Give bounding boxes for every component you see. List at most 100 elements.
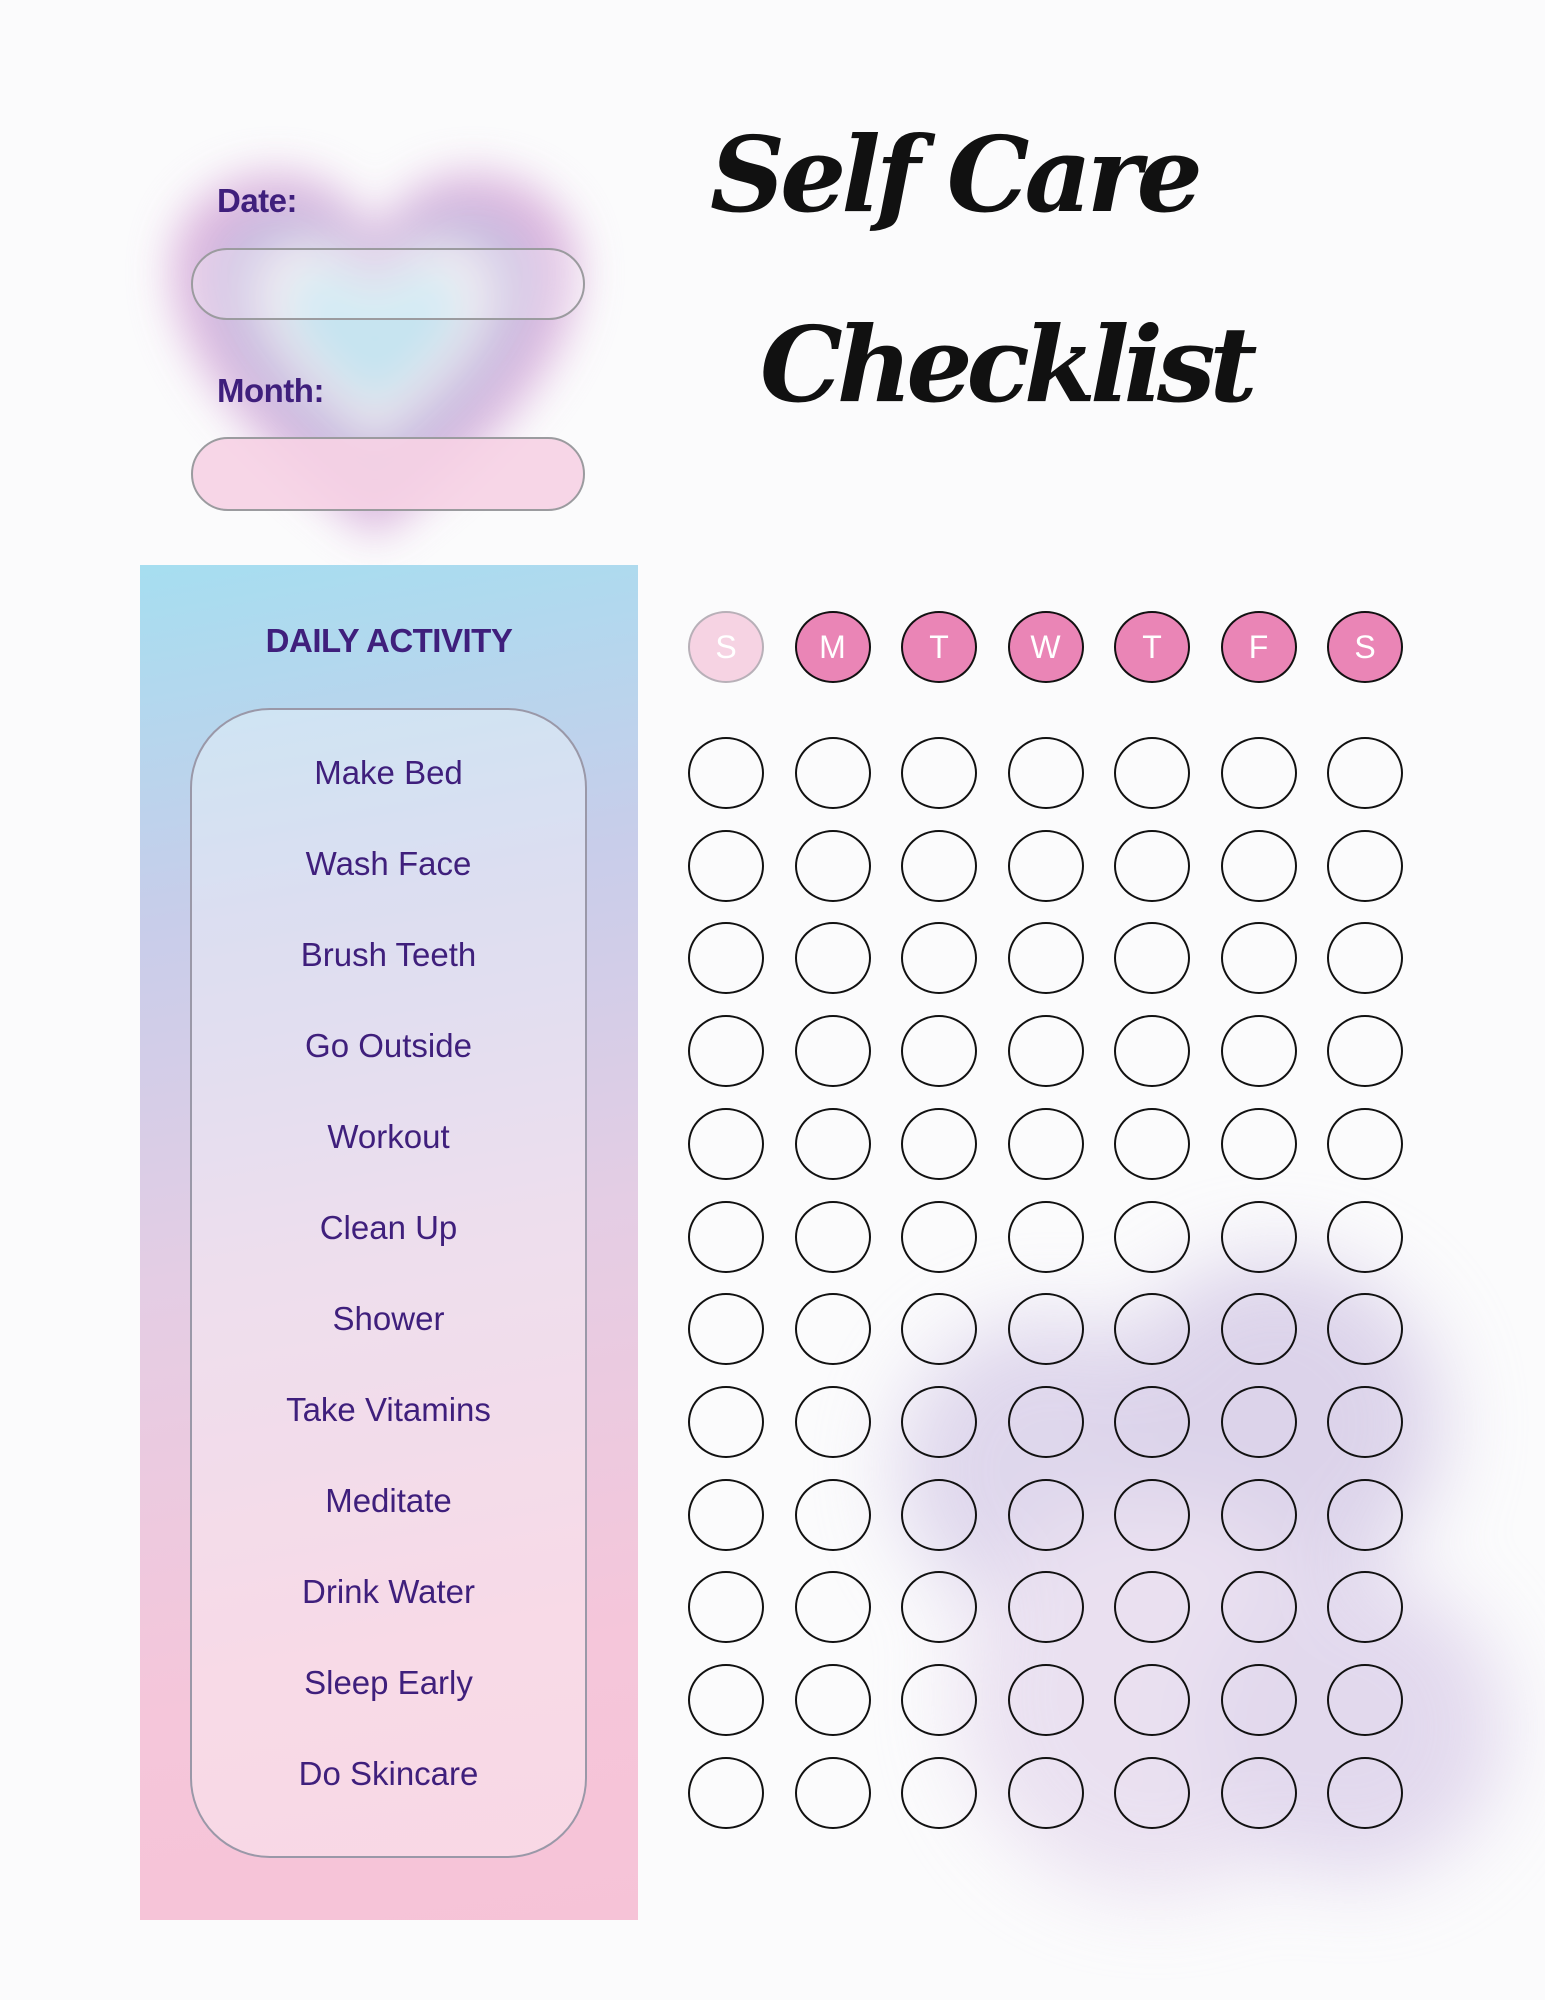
activity-item: Clean Up: [319, 1209, 458, 1246]
check-circle[interactable]: [1114, 1756, 1190, 1829]
activity-item: Wash Face: [305, 845, 472, 882]
check-circle[interactable]: [1114, 1200, 1190, 1273]
check-circle[interactable]: [901, 1664, 977, 1736]
month-label: Month:: [217, 372, 324, 409]
check-circle[interactable]: [794, 1385, 871, 1458]
date-input[interactable]: [191, 248, 585, 320]
title-line-1: Self Care: [710, 113, 1203, 236]
activity-item: Make Bed: [314, 754, 463, 791]
check-circle[interactable]: [688, 1293, 764, 1366]
check-circle[interactable]: [1220, 1664, 1297, 1736]
check-circle[interactable]: [1007, 1571, 1084, 1644]
check-circle[interactable]: [1327, 922, 1403, 995]
title-line-2: Checklist: [760, 303, 1258, 426]
page-title: Self Care Checklist: [700, 70, 1360, 510]
check-circle[interactable]: [1007, 737, 1084, 809]
check-circle[interactable]: [688, 1571, 764, 1644]
check-circle[interactable]: [901, 922, 977, 995]
check-circle[interactable]: [901, 1571, 977, 1644]
check-circle[interactable]: [901, 1200, 977, 1273]
check-circle[interactable]: [794, 1200, 871, 1273]
check-circle[interactable]: [688, 1385, 764, 1458]
check-circle[interactable]: [1220, 1756, 1297, 1829]
day-header: S: [688, 611, 764, 683]
check-circle[interactable]: [1220, 1478, 1297, 1551]
check-circle[interactable]: [1327, 1664, 1403, 1736]
day-header: M: [794, 611, 871, 683]
check-circle[interactable]: [1327, 737, 1403, 809]
check-circle[interactable]: [901, 1015, 977, 1088]
check-circle[interactable]: [1220, 922, 1297, 995]
check-circle[interactable]: [1114, 1107, 1190, 1180]
check-circle[interactable]: [901, 1756, 977, 1829]
check-circle[interactable]: [794, 1756, 871, 1829]
day-header: S: [1327, 611, 1403, 683]
cloud-decoration: [896, 1256, 1505, 1895]
check-circle[interactable]: [1114, 1478, 1190, 1551]
check-circle[interactable]: [688, 1107, 764, 1180]
check-circle[interactable]: [901, 1107, 977, 1180]
check-circle[interactable]: [1220, 1385, 1297, 1458]
check-circle[interactable]: [901, 737, 977, 809]
check-circle[interactable]: [1220, 737, 1297, 809]
check-circle[interactable]: [1114, 922, 1190, 995]
check-circle[interactable]: [794, 1664, 871, 1736]
check-circle[interactable]: [1007, 1385, 1084, 1458]
check-circle[interactable]: [1327, 1756, 1403, 1829]
check-circle[interactable]: [1007, 829, 1084, 902]
check-circle[interactable]: [1327, 1293, 1403, 1366]
check-circle[interactable]: [1327, 1200, 1403, 1273]
check-circle[interactable]: [1327, 1478, 1403, 1551]
check-circle[interactable]: [1327, 1107, 1403, 1180]
check-circle[interactable]: [688, 1664, 764, 1736]
check-circle[interactable]: [688, 1478, 764, 1551]
check-circle[interactable]: [901, 1478, 977, 1551]
check-circle[interactable]: [1327, 829, 1403, 902]
check-circle[interactable]: [1007, 1478, 1084, 1551]
check-circle[interactable]: [688, 829, 764, 902]
check-circle[interactable]: [794, 1293, 871, 1366]
check-circle[interactable]: [794, 1478, 871, 1551]
check-circle[interactable]: [688, 1756, 764, 1829]
activity-item: Workout: [327, 1118, 450, 1155]
check-circle[interactable]: [794, 922, 871, 995]
check-circle[interactable]: [1114, 1664, 1190, 1736]
check-circle[interactable]: [794, 737, 871, 809]
check-circle[interactable]: [1220, 1293, 1297, 1366]
check-circle[interactable]: [1220, 1015, 1297, 1088]
check-circle[interactable]: [1327, 1015, 1403, 1088]
check-circle[interactable]: [1007, 1015, 1084, 1088]
check-circle[interactable]: [901, 829, 977, 902]
check-circle[interactable]: [1007, 1664, 1084, 1736]
check-circle[interactable]: [1114, 1015, 1190, 1088]
check-circle[interactable]: [1114, 829, 1190, 902]
check-circle[interactable]: [1220, 1571, 1297, 1644]
check-circle[interactable]: [901, 1293, 977, 1366]
check-circle[interactable]: [1007, 1107, 1084, 1180]
check-circle[interactable]: [688, 1015, 764, 1088]
check-circle[interactable]: [1327, 1571, 1403, 1644]
check-circle[interactable]: [1007, 1756, 1084, 1829]
check-circle[interactable]: [1114, 1571, 1190, 1644]
check-circle[interactable]: [1220, 1107, 1297, 1180]
check-circle[interactable]: [1114, 1385, 1190, 1458]
check-circle[interactable]: [1114, 1293, 1190, 1366]
check-circle[interactable]: [1327, 1385, 1403, 1458]
check-circle[interactable]: [1114, 737, 1190, 809]
month-input[interactable]: [191, 437, 585, 511]
check-circle[interactable]: [1007, 1200, 1084, 1273]
check-circle[interactable]: [901, 1385, 977, 1458]
check-circle[interactable]: [1220, 829, 1297, 902]
check-circle[interactable]: [794, 1015, 871, 1088]
check-circle[interactable]: [688, 737, 764, 809]
check-circle[interactable]: [794, 1571, 871, 1644]
check-circle[interactable]: [688, 922, 764, 995]
activity-item: Drink Water: [302, 1573, 475, 1610]
check-circle[interactable]: [1220, 1200, 1297, 1273]
check-circle[interactable]: [1007, 1293, 1084, 1366]
check-circle[interactable]: [794, 1107, 871, 1180]
check-circle[interactable]: [1007, 922, 1084, 995]
check-circle[interactable]: [688, 1200, 764, 1273]
check-circle[interactable]: [794, 829, 871, 902]
activity-item: Do Skincare: [298, 1755, 479, 1792]
